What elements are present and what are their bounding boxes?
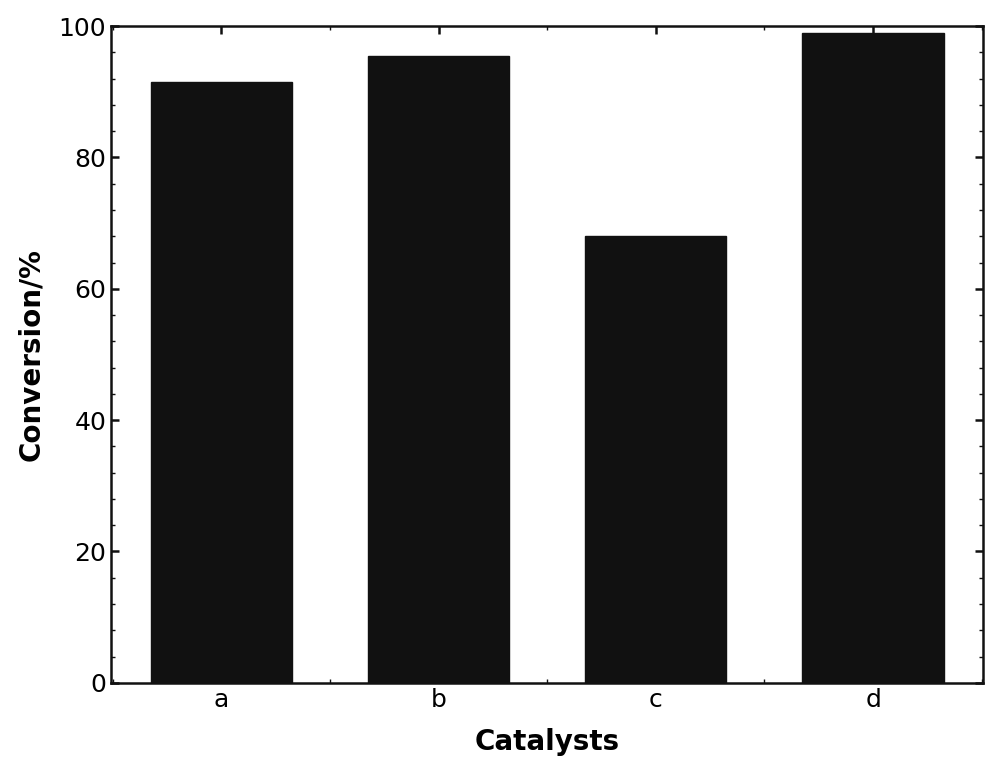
X-axis label: Catalysts: Catalysts bbox=[475, 728, 620, 756]
Bar bbox=[802, 32, 944, 683]
Bar bbox=[368, 56, 509, 683]
Y-axis label: Conversion/%: Conversion/% bbox=[17, 248, 45, 461]
Bar bbox=[585, 237, 726, 683]
Bar bbox=[151, 82, 292, 683]
